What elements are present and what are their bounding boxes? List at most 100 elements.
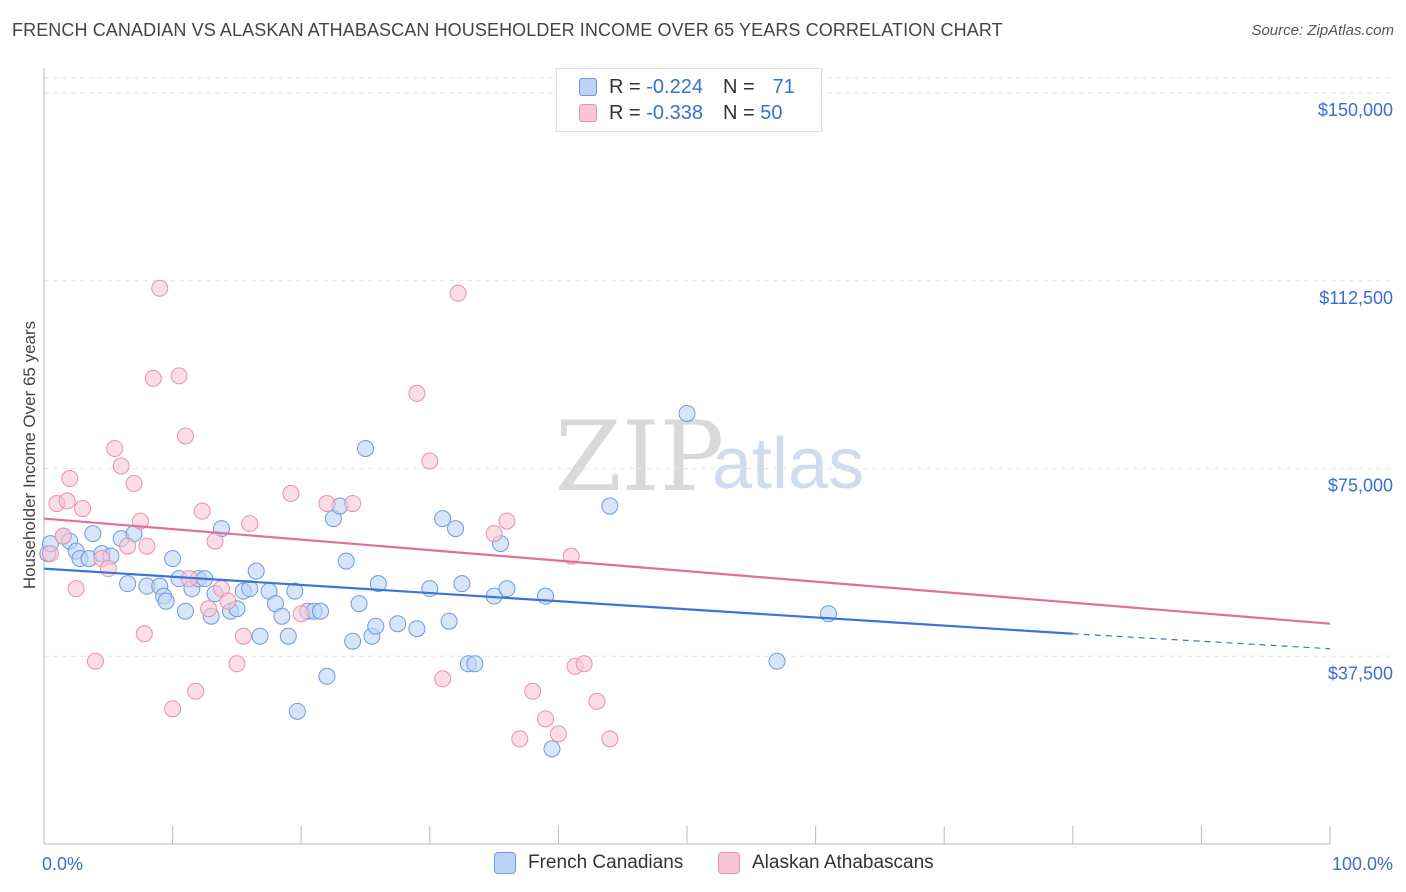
alaskan-athabascans-point bbox=[485, 525, 503, 543]
french-canadians-point bbox=[318, 667, 336, 685]
alaskan-athabascans-point bbox=[292, 605, 310, 623]
french-canadians-point bbox=[84, 525, 102, 543]
alaskan-athabascans-point bbox=[74, 500, 92, 518]
x-tick-label-start: 0.0% bbox=[42, 854, 83, 874]
alaskan-athabascans-point bbox=[421, 452, 439, 470]
french-canadians-point bbox=[678, 404, 696, 422]
alaskan-athabascans-point bbox=[86, 652, 104, 670]
alaskan-athabascans-point bbox=[588, 692, 606, 710]
r-value: -0.224 bbox=[646, 75, 703, 98]
french-canadians-point bbox=[288, 702, 306, 720]
series-legend: French Canadians Alaskan Athabascans bbox=[0, 852, 1406, 876]
n-value: 71 bbox=[772, 75, 795, 98]
x-tick-label-end: 100.0% bbox=[1332, 854, 1393, 874]
alaskan-athabascans-point bbox=[434, 670, 452, 688]
french-canadians-point bbox=[440, 612, 458, 630]
alaskan-athabascans-point bbox=[408, 384, 426, 402]
stats-row-french-canadians: R = -0.224 N = 71 bbox=[579, 75, 795, 99]
y-tick-label: $112,500 bbox=[1319, 288, 1393, 308]
n-value: 50 bbox=[760, 101, 783, 124]
alaskan-athabascans-point bbox=[176, 427, 194, 445]
alaskan-athabascans-point bbox=[144, 369, 162, 387]
alaskan-athabascans-point bbox=[206, 532, 224, 550]
alaskan-athabascans-point bbox=[549, 725, 567, 743]
french-canadians-point bbox=[273, 607, 291, 625]
alaskan-athabascans-point bbox=[344, 495, 362, 513]
y-tick-label: $37,500 bbox=[1328, 663, 1393, 683]
alaskan-athabascans-point bbox=[67, 580, 85, 598]
legend-label: French Canadians bbox=[528, 852, 684, 873]
alaskan-athabascans-point bbox=[498, 512, 516, 530]
r-value: -0.338 bbox=[646, 101, 703, 124]
french-canadians-point bbox=[279, 627, 297, 645]
r-label: R = bbox=[609, 75, 641, 98]
french-canadians-point bbox=[164, 550, 182, 568]
french-canadians-point bbox=[251, 627, 269, 645]
alaskan-athabascans-point bbox=[112, 457, 130, 475]
french-canadians-point bbox=[344, 632, 362, 650]
pink-swatch bbox=[579, 104, 597, 122]
french-canadians-point bbox=[286, 582, 304, 600]
french-canadians-point bbox=[498, 580, 516, 598]
alaskan-athabascans-point bbox=[138, 537, 156, 555]
alaskan-athabascans-point bbox=[135, 625, 153, 643]
french-canadians-point bbox=[389, 615, 407, 633]
alaskan-athabascans-point bbox=[228, 655, 246, 673]
watermark-zip: ZIP bbox=[555, 401, 724, 513]
alaskan-athabascans-point bbox=[187, 682, 205, 700]
french-canadians-trendline bbox=[43, 567, 1073, 635]
alaskan-athabascans-point bbox=[562, 547, 580, 565]
french-canadians-point bbox=[434, 510, 452, 528]
chart-title: FRENCH CANADIAN VS ALASKAN ATHABASCAN HO… bbox=[12, 20, 1003, 40]
alaskan-athabascans-trendline bbox=[43, 517, 1331, 625]
stats-row-alaskan-athabascans: R = -0.338 N = 50 bbox=[579, 101, 782, 125]
alaskan-athabascans-point bbox=[58, 492, 76, 510]
alaskan-athabascans-point bbox=[241, 515, 259, 533]
alaskan-athabascans-point bbox=[164, 700, 182, 718]
alaskan-athabascans-point bbox=[537, 710, 555, 728]
stats-legend: R = -0.224 N = 71 R = -0.338 N = 50 bbox=[556, 68, 822, 132]
legend-label: Alaskan Athabascans bbox=[752, 852, 934, 873]
french-canadians-point bbox=[408, 620, 426, 638]
french-canadians-point bbox=[176, 602, 194, 620]
alaskan-athabascans-point bbox=[575, 655, 593, 673]
blue-swatch bbox=[494, 852, 516, 874]
r-label: R = bbox=[609, 101, 641, 124]
blue-swatch bbox=[579, 78, 597, 96]
legend-item-french-canadians: French Canadians bbox=[494, 852, 683, 874]
french-canadians-point bbox=[466, 655, 484, 673]
alaskan-athabascans-point bbox=[61, 470, 79, 488]
alaskan-athabascans-point bbox=[106, 439, 124, 457]
y-tick-label: $75,000 bbox=[1328, 476, 1393, 496]
n-label: N = bbox=[722, 75, 755, 98]
pink-swatch bbox=[718, 852, 740, 874]
french-canadians-point bbox=[453, 575, 471, 593]
french-canadians-point bbox=[367, 617, 385, 635]
y-tick-label: $150,000 bbox=[1318, 100, 1393, 120]
french-canadians-point bbox=[357, 439, 374, 457]
french-canadians-point bbox=[311, 602, 329, 620]
french-canadians-point bbox=[350, 595, 368, 613]
alaskan-athabascans-point bbox=[524, 682, 542, 700]
alaskan-athabascans-point bbox=[54, 527, 72, 545]
watermark-atlas: atlas bbox=[712, 424, 864, 504]
alaskan-athabascans-point bbox=[511, 730, 529, 748]
french-canadians-trendline-extension bbox=[1072, 633, 1331, 650]
french-canadians-point bbox=[543, 740, 561, 758]
alaskan-athabascans-point bbox=[119, 537, 137, 555]
legend-item-alaskan-athabascans: Alaskan Athabascans bbox=[718, 852, 934, 874]
french-canadians-point bbox=[768, 652, 786, 670]
alaskan-athabascans-point bbox=[193, 502, 211, 520]
alaskan-athabascans-point bbox=[170, 367, 188, 385]
alaskan-athabascans-point bbox=[151, 279, 169, 297]
alaskan-athabascans-point bbox=[219, 592, 237, 610]
alaskan-athabascans-point bbox=[449, 284, 467, 302]
alaskan-athabascans-point bbox=[125, 475, 143, 493]
french-canadians-point bbox=[447, 520, 465, 538]
alaskan-athabascans-point bbox=[41, 545, 59, 563]
alaskan-athabascans-point bbox=[200, 600, 218, 618]
n-label: N = bbox=[722, 101, 755, 124]
french-canadians-point bbox=[247, 562, 265, 580]
alaskan-athabascans-point bbox=[99, 560, 117, 578]
